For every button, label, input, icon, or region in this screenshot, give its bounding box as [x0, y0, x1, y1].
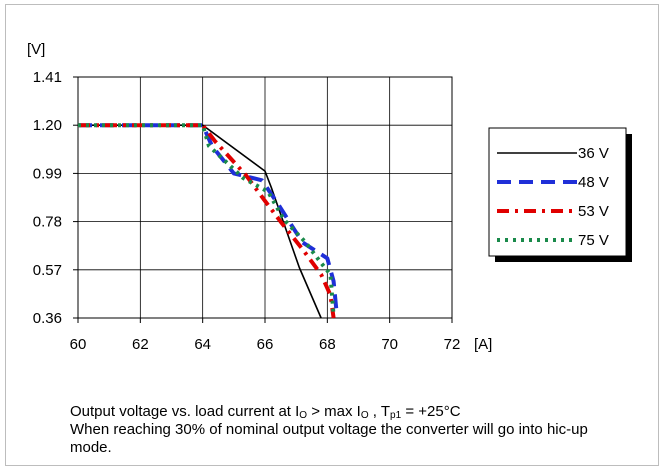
- caption-line-1: Output voltage vs. load current at IO > …: [70, 403, 461, 421]
- y-axis-unit: [V]: [27, 41, 45, 58]
- legend-box: [488, 127, 627, 257]
- x-tick-label: 64: [194, 336, 211, 353]
- x-tick-label: 66: [257, 336, 274, 353]
- legend-label: 53 V: [578, 203, 609, 220]
- series-line-36v: [78, 124, 322, 319]
- y-tick-label: 0.78: [33, 214, 62, 231]
- y-tick-label: 1.20: [33, 117, 62, 134]
- y-tick-label: 0.99: [33, 165, 62, 182]
- caption: Output voltage vs. load current at IO > …: [70, 403, 630, 457]
- x-tick-label: 72: [444, 336, 461, 353]
- x-tick-label: 70: [381, 336, 398, 353]
- y-tick-label: 0.36: [33, 310, 62, 327]
- caption-line-2: When reaching 30% of nominal output volt…: [70, 421, 588, 456]
- series-line-48v: [78, 123, 339, 314]
- legend-label: 48 V: [578, 174, 609, 191]
- y-tick-label: 1.41: [33, 69, 62, 86]
- legend-label: 36 V: [578, 145, 609, 162]
- legend-label: 75 V: [578, 232, 609, 249]
- y-tick-label: 0.57: [33, 262, 62, 279]
- x-tick-label: 62: [132, 336, 149, 353]
- x-axis-unit: [A]: [474, 336, 492, 353]
- series-line-53v: [78, 123, 336, 319]
- x-tick-label: 68: [319, 336, 336, 353]
- x-tick-label: 60: [70, 336, 87, 353]
